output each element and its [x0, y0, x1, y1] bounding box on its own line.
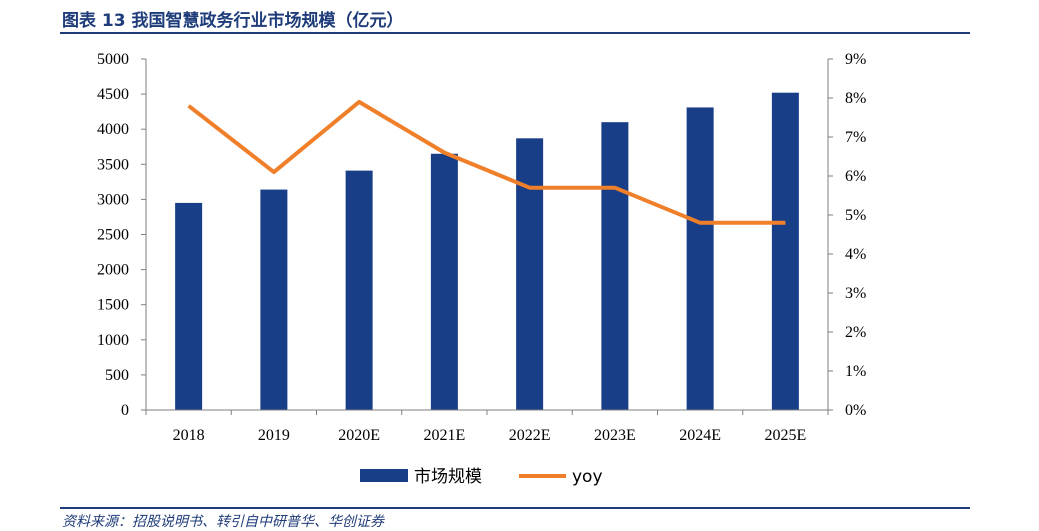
right-y-tick-labels: 0% 1% 2% 3% 4% 5% 6% 7% 8% 9%	[845, 51, 866, 419]
bar-series	[175, 92, 799, 411]
x-tick-label: 2022E	[509, 427, 551, 444]
x-tick-label: 2018	[173, 427, 205, 444]
right-y-tick-label: 3%	[845, 285, 866, 302]
x-tick-label: 2020E	[338, 427, 380, 444]
bar	[430, 153, 458, 410]
right-y-tick-label: 8%	[845, 90, 866, 107]
bar	[516, 138, 544, 411]
left-y-tick-label: 2500	[97, 227, 129, 244]
right-y-tick-label: 2%	[845, 324, 866, 341]
bar	[771, 92, 799, 411]
right-y-tick-label: 1%	[845, 363, 866, 380]
x-tick-labels: 2018 2019 2020E 2021E 2022E 2023E 2024E 2025E	[173, 427, 807, 444]
left-y-tick-label: 4500	[97, 86, 129, 103]
yoy-line	[187, 99, 786, 225]
right-y-tick-label: 7%	[845, 129, 866, 146]
left-y-tick-labels: 0 500 1000 1500 2000 2500 3000 3500 4000 4500 5000	[97, 51, 129, 419]
bar	[175, 202, 203, 410]
x-tick-label: 2023E	[594, 427, 636, 444]
left-y-tick-label: 0	[121, 402, 129, 419]
left-y-tick-label: 3000	[97, 191, 129, 208]
figure-title: 图表 13 我国智慧政务行业市场规模（亿元）	[62, 11, 404, 31]
x-tick-label: 2024E	[679, 427, 721, 444]
x-tick-label: 2019	[258, 427, 290, 444]
legend-label-line: yoy	[572, 467, 603, 487]
bar	[260, 189, 288, 410]
legend-label-bar: 市场规模	[414, 467, 482, 487]
bar	[601, 122, 629, 411]
left-y-tick-label: 4000	[97, 121, 129, 138]
right-y-tick-label: 4%	[845, 246, 866, 263]
left-y-tick-label: 1500	[97, 297, 129, 314]
axes	[141, 58, 833, 415]
left-y-tick-label: 3500	[97, 156, 129, 173]
left-y-tick-label: 5000	[97, 51, 129, 68]
right-y-tick-label: 5%	[845, 207, 866, 224]
legend-swatch-bar	[360, 469, 408, 482]
title-underline	[60, 32, 970, 34]
source-note: 资料来源：招股说明书、转引自中研普华、华创证券	[62, 514, 384, 530]
left-y-tick-label: 500	[105, 367, 129, 384]
legend: 市场规模 yoy	[360, 467, 603, 487]
right-y-tick-label: 9%	[845, 51, 866, 68]
source-rule	[60, 507, 970, 509]
x-tick-label: 2025E	[764, 427, 806, 444]
bar	[345, 170, 373, 410]
x-tick-label: 2021E	[423, 427, 465, 444]
left-y-tick-label: 1000	[97, 332, 129, 349]
yoy-line-series	[187, 99, 786, 225]
right-y-tick-label: 6%	[845, 168, 866, 185]
right-y-tick-label: 0%	[845, 402, 866, 419]
bar	[686, 107, 714, 411]
left-y-tick-label: 2000	[97, 262, 129, 279]
